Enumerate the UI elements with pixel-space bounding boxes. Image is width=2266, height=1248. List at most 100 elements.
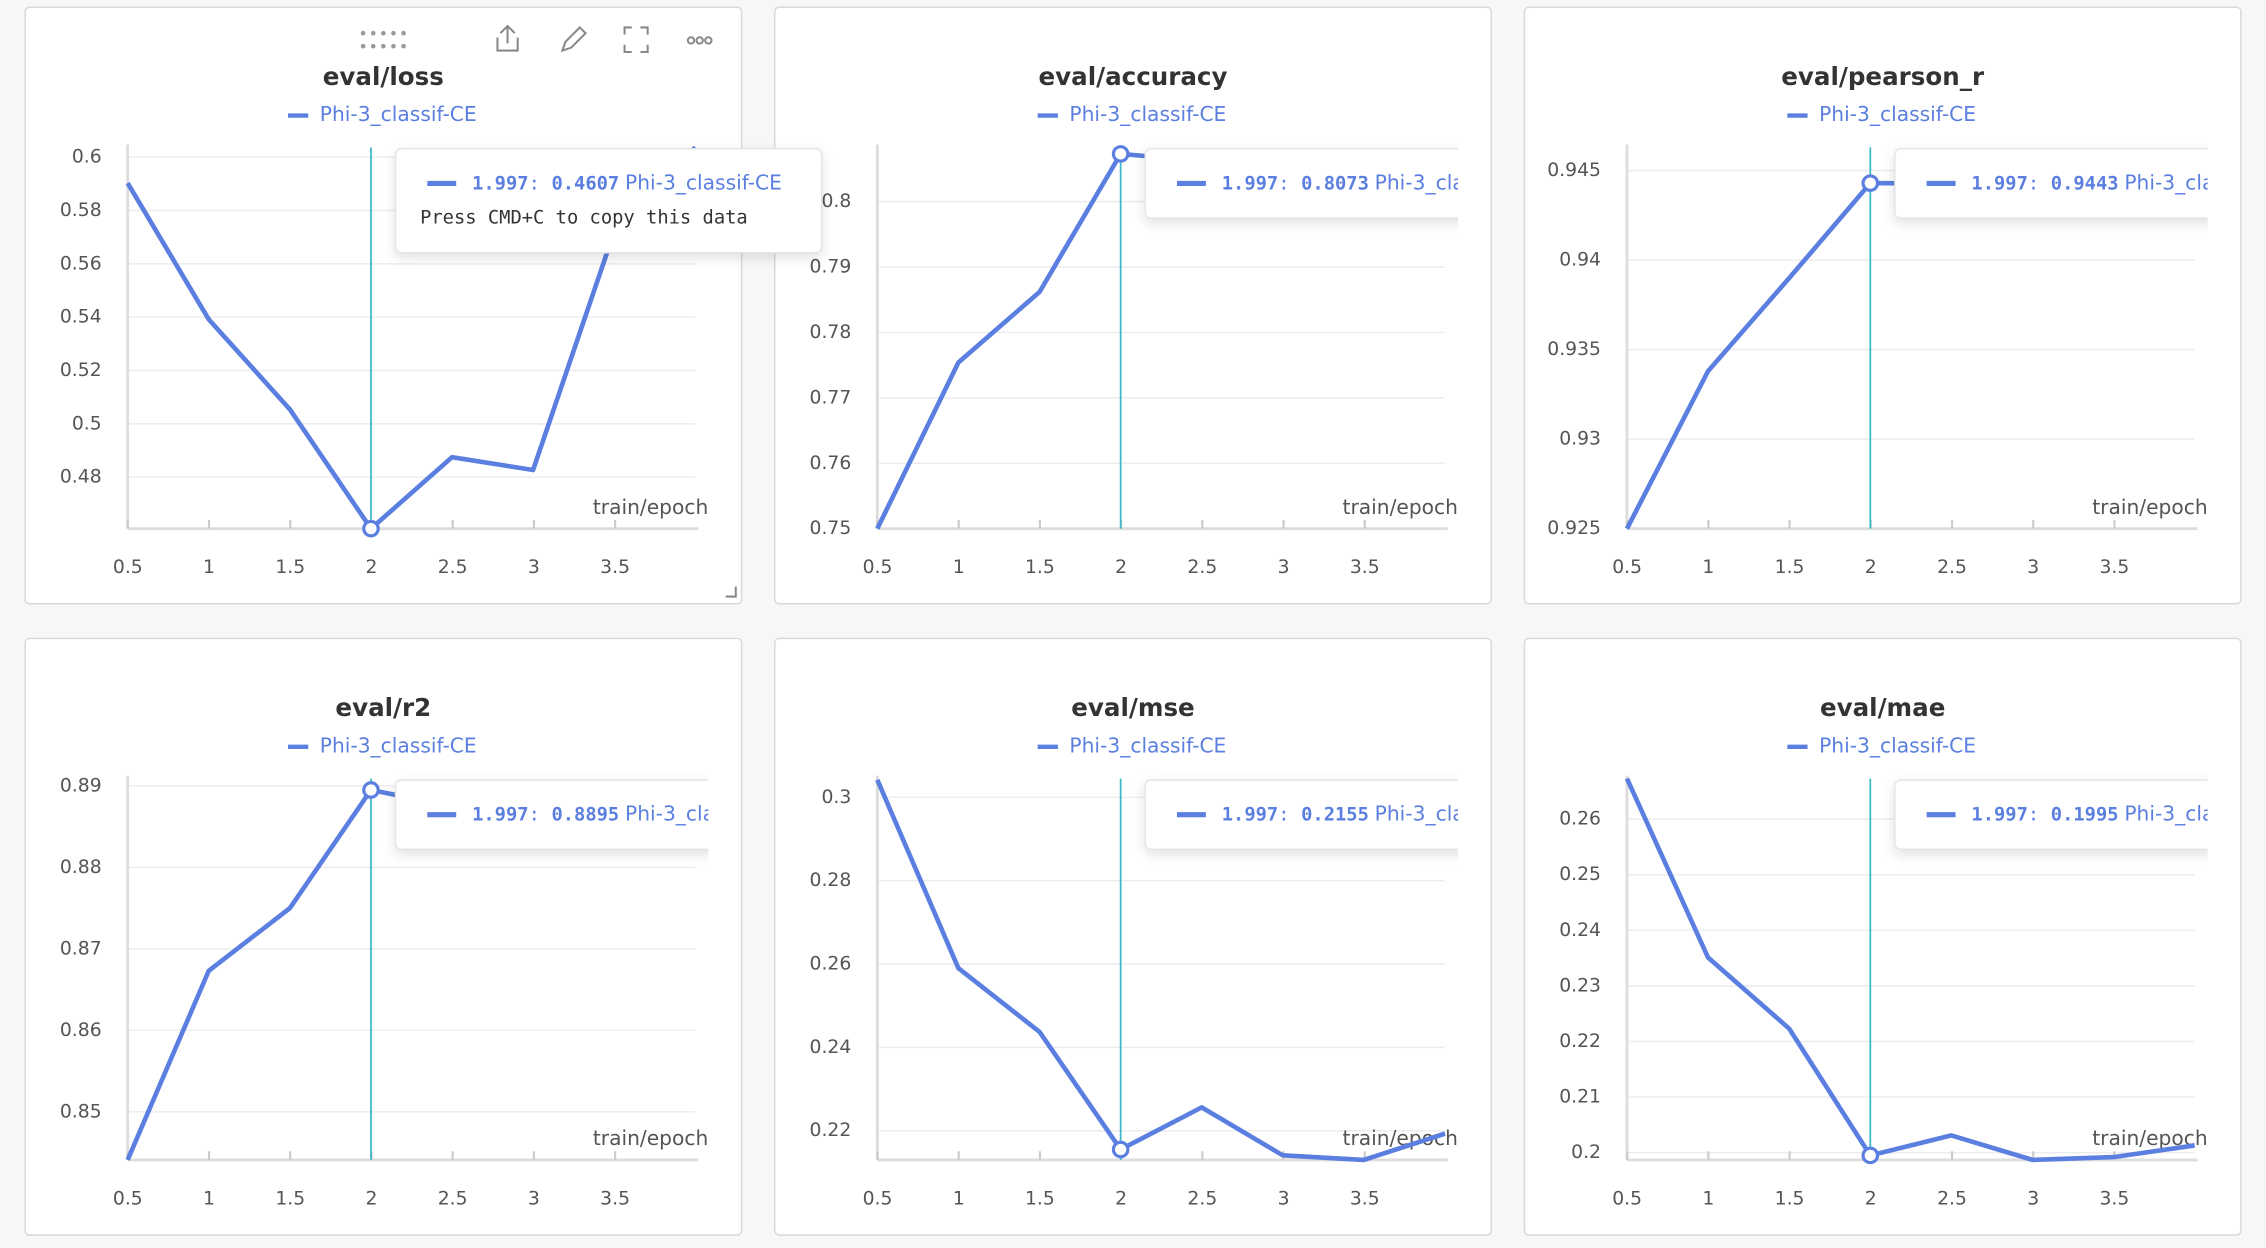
legend-label: Phi-3_classif-CE (1069, 102, 1226, 126)
legend-label: Phi-3_classif-CE (320, 733, 477, 757)
y-tick-label: 0.87 (60, 938, 102, 959)
share-icon[interactable] (496, 24, 519, 52)
y-tick-label: 0.52 (60, 360, 102, 381)
y-tick-label: 0.54 (60, 307, 102, 328)
tooltip-separator: : (2028, 173, 2039, 194)
y-tick-label: 0.22 (1559, 1031, 1601, 1052)
tooltip-hint: Press CMD+C to copy this data (420, 208, 748, 229)
y-tick-label: 0.93 (1559, 429, 1601, 450)
tooltip: 1.997: 0.1995 Phi-3_classif-CE (1894, 779, 2266, 851)
x-axis-label: train/epoch (2092, 495, 2207, 519)
chart-panel: eval/accuracy Phi-3_classif-CE 0.75 0.76 0.7… (774, 6, 1532, 605)
drag-handle[interactable] (360, 30, 406, 49)
chart-panel: eval/mae Phi-3_classif-CE 0.2 0.21 0.22 0.23 0… (1523, 637, 2266, 1236)
more-icon[interactable] (686, 36, 713, 45)
hover-point (1861, 174, 1880, 192)
x-tick-label: 3.5 (2100, 1188, 2130, 1209)
tooltip-separator: : (2028, 804, 2039, 825)
tooltip: 1.997: 0.8073 Phi-3_classif-CE (1144, 148, 1532, 219)
y-tick-label: 0.2 (1571, 1142, 1601, 1163)
x-tick-label: 1 (1702, 557, 1714, 578)
hover-point (362, 519, 380, 538)
tooltip-separator: : (1278, 173, 1289, 194)
series-line (125, 145, 697, 531)
x-tick-label: 1.5 (275, 1188, 305, 1209)
tooltip-separator: : (529, 804, 540, 825)
panel-toolbar (360, 24, 737, 598)
tooltip: 1.997: 0.9443 Phi-3_classif-CE (1894, 148, 2208, 219)
x-tick-label: 1.5 (1025, 557, 1055, 578)
chart-panel: eval/mse Phi-3_classif-CE 0.22 0.24 0.26 0.28… (774, 637, 1532, 1236)
y-tick-label: 0.21 (1559, 1087, 1601, 1108)
tooltip-box (1894, 779, 2208, 851)
x-tick-label: 3 (2027, 1188, 2039, 1209)
x-tick-label: 2 (1865, 1188, 1877, 1209)
x-tick-label: 3 (1278, 557, 1290, 578)
tooltip-series: Phi-3_classif-CE (2124, 801, 2266, 825)
y-tick-label: 0.94 (1559, 250, 1601, 271)
x-tick-label: 2.5 (438, 1188, 468, 1209)
y-tick-label: 0.945 (1547, 160, 1601, 181)
x-tick-label: 0.5 (1612, 1188, 1642, 1209)
chart-panel: eval/lossPhi-3_classif-CE0.480.50.520.54… (24, 6, 743, 605)
x-tick-label: 2 (365, 1188, 377, 1209)
x-tick-label: 3 (528, 1188, 540, 1209)
legend-label: Phi-3_classif-CE (320, 102, 477, 126)
edit-icon[interactable] (560, 26, 587, 53)
tooltip-value: 0.4607 (551, 173, 619, 194)
y-tick-label: 0.23 (1559, 975, 1601, 996)
x-tick-label: 0.5 (863, 557, 893, 578)
tooltip-x: 1.997 (472, 173, 529, 194)
y-tick-label: 0.75 (810, 518, 852, 539)
y-tick-label: 0.925 (1547, 518, 1601, 539)
tooltip-value: 0.1995 (2051, 804, 2119, 825)
fullscreen-icon[interactable] (623, 26, 649, 54)
x-tick-label: 1 (953, 1188, 965, 1209)
tooltip-x: 1.997 (1971, 804, 2028, 825)
tooltip-text: 1.997: 0.8895 Phi-3_classif-CE (472, 801, 782, 825)
tooltip-series: Phi-3_classif-CE (1375, 801, 1532, 825)
x-tick-label: 2.5 (1187, 557, 1217, 578)
x-tick-label: 3.5 (600, 557, 630, 578)
x-tick-label: 0.5 (863, 1188, 893, 1209)
tooltip-box (1894, 148, 2208, 219)
tooltip-x: 1.997 (472, 804, 529, 825)
resize-handle[interactable] (725, 586, 737, 598)
panels: eval/lossPhi-3_classif-CE0.480.50.520.54… (24, 6, 2266, 1236)
y-tick-label: 0.28 (810, 870, 852, 891)
tooltip-box (394, 779, 709, 851)
tooltip-value: 0.8895 (551, 804, 619, 825)
tooltip-separator: : (1278, 804, 1289, 825)
tooltip-box (394, 148, 823, 254)
tooltip-value: 0.2155 (1301, 804, 1369, 825)
y-tick-label: 0.24 (810, 1037, 852, 1058)
tooltip: 1.997: 0.8895 Phi-3_classif-CE (394, 779, 782, 851)
chart-panel: eval/r2 Phi-3_classif-CE 0.85 0.86 0.87 0.88 0… (24, 637, 782, 1236)
y-tick-label: 0.26 (1559, 809, 1601, 830)
y-tick-label: 0.58 (60, 200, 102, 221)
y-tick-label: 0.8 (821, 191, 851, 212)
y-tick-label: 0.48 (60, 467, 102, 488)
y-tick-label: 0.22 (810, 1120, 852, 1141)
tooltip-series: Phi-3_classif-CE (1375, 170, 1532, 194)
x-tick-label: 3.5 (1350, 1188, 1380, 1209)
chart-panel: eval/pearson_r Phi-3_classif-CE 0.925 0.93 0… (1523, 6, 2242, 605)
y-tick-label: 0.3 (821, 787, 851, 808)
hover-point (1111, 1140, 1130, 1159)
x-tick-label: 1 (203, 1188, 215, 1209)
x-tick-label: 3.5 (2100, 557, 2130, 578)
x-tick-label: 1 (1702, 1188, 1714, 1209)
tooltip-x: 1.997 (1222, 804, 1279, 825)
x-axis-label: train/epoch (1343, 495, 1458, 519)
x-tick-label: 3 (1278, 1188, 1290, 1209)
tooltip-value: 0.8073 (1301, 173, 1369, 194)
tooltip-series: Phi-3_classif-CE (625, 170, 782, 194)
y-tick-label: 0.5 (72, 413, 102, 434)
y-tick-label: 0.86 (60, 1020, 102, 1041)
y-tick-label: 0.89 (60, 775, 102, 796)
x-tick-label: 2.5 (1187, 1188, 1217, 1209)
chart-title: eval/mse (1071, 693, 1194, 722)
x-tick-label: 2.5 (1937, 557, 1967, 578)
